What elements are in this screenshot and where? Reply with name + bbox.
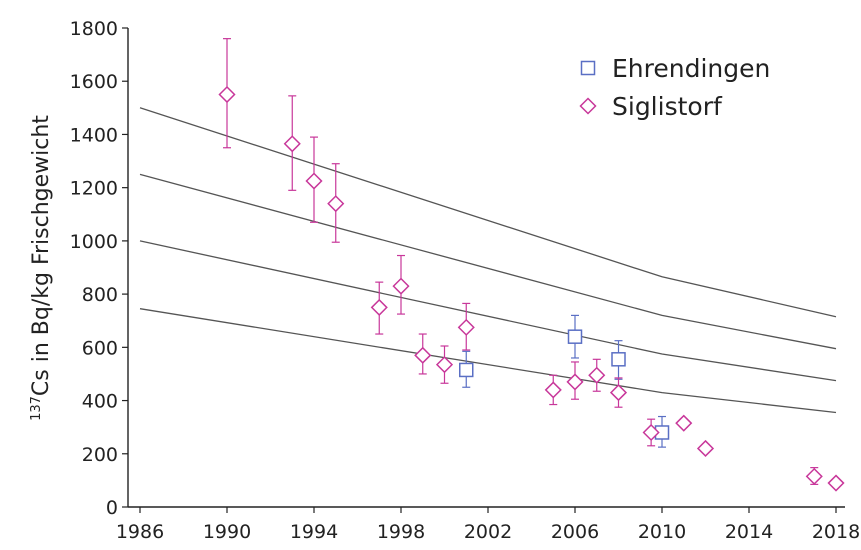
ehrendingen-point [459,362,474,378]
legend-label-ehrendingen: Ehrendingen [612,54,770,83]
siglistorf-point [675,414,693,432]
ehrendingen-point [567,329,583,344]
ehrendingen-point [611,352,626,367]
y-tick-label: 0 [106,497,118,519]
y-tick-label: 1600 [70,71,118,93]
x-ticks: 1986 1990 1994 1998 2002 2006 2010 2014 2018 [116,507,860,543]
siglistorf-point [283,135,301,153]
y-tick-label: 1000 [70,231,118,253]
y-tick-label: 400 [82,391,118,413]
decay-curve-1 [139,107,837,318]
siglistorf-point [327,195,345,213]
siglistorf-point [457,318,475,336]
x-tick-label: 2002 [464,521,512,543]
y-tick-label: 1200 [70,178,118,200]
y-tick-label: 1800 [70,18,118,40]
x-tick-label: 2010 [638,521,686,543]
legend-marker-ehrendingen [580,60,596,76]
x-tick-label: 2014 [725,521,773,543]
y-tick-label: 200 [82,444,118,466]
siglistorf-point [305,172,323,190]
legend-label-siglistorf: Siglistorf [612,92,723,121]
siglistorf-point [805,467,823,485]
legend-marker-siglistorf [579,97,597,115]
siglistorf-point [642,423,660,442]
decay-curve-4 [139,308,837,414]
markers [218,85,845,492]
siglistorf-point [566,373,584,391]
siglistorf-point [588,366,606,384]
siglistorf-point [218,85,236,104]
siglistorf-point [696,439,715,458]
y-tick-label: 1400 [70,124,118,146]
x-tick-label: 1990 [203,521,251,543]
x-tick-label: 2006 [551,521,599,543]
x-tick-label: 1998 [377,521,425,543]
decay-curve-3 [139,240,837,382]
axes [127,28,845,508]
decay-curve-2 [139,173,837,350]
x-tick-label: 1994 [290,521,338,543]
y-axis-label-text: Cs in Bq/kg Frischgewicht [29,115,54,396]
y-axis-label-superscript: 137 [29,396,44,421]
x-tick-label: 1986 [116,521,164,543]
siglistorf-point [414,346,432,364]
siglistorf-point [544,381,562,399]
y-ticks: 0 200 400 600 800 1000 1200 1400 1600 1800 [70,18,128,519]
x-tick-label: 2018 [812,521,860,543]
siglistorf-point [435,356,454,374]
siglistorf-point [609,384,628,402]
y-tick-label: 600 [82,337,118,359]
decay-curves [139,107,837,414]
y-axis-label: 137Cs in Bq/kg Frischgewicht [29,115,54,421]
error-bars [223,38,840,486]
siglistorf-point [392,277,410,295]
siglistorf-point [370,298,388,316]
siglistorf-point [827,474,845,492]
legend: Ehrendingen Siglistorf [579,54,770,121]
y-tick-label: 800 [82,284,118,306]
